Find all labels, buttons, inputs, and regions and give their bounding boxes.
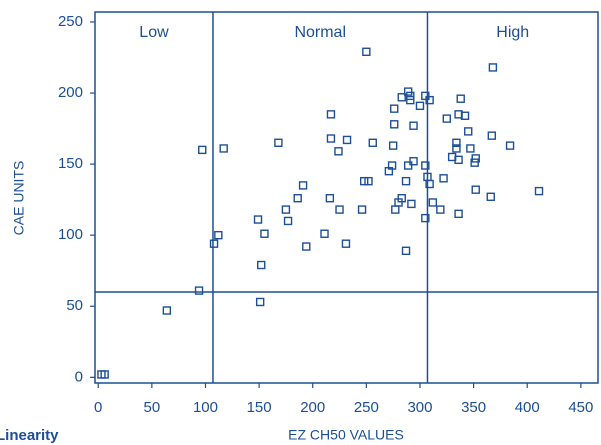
point (470, 158, 479, 167)
point (421, 91, 430, 101)
x-tick-label: 200 (300, 399, 325, 416)
x-tick-label: 150 (247, 399, 272, 416)
point (298, 181, 308, 190)
point (219, 144, 228, 153)
y-tick-label: 50 (66, 297, 83, 314)
point (415, 101, 425, 111)
point (390, 120, 399, 129)
region-label: Normal (294, 24, 346, 41)
point (488, 63, 498, 72)
x-tick-label: 0 (94, 399, 102, 416)
point (466, 144, 475, 153)
point (401, 176, 411, 186)
x-tick-label: 100 (193, 399, 218, 416)
point (320, 229, 329, 238)
point (439, 174, 448, 183)
region-label: Low (139, 24, 169, 41)
point (387, 161, 397, 170)
point (214, 230, 223, 240)
point (397, 93, 406, 102)
point (452, 144, 461, 153)
y-tick-label: 150 (58, 155, 83, 172)
point (534, 186, 544, 196)
point (425, 179, 434, 189)
point (194, 286, 204, 295)
point (293, 194, 302, 203)
point (425, 95, 434, 105)
point (325, 194, 335, 203)
point (421, 213, 430, 223)
point (302, 242, 311, 251)
x-tick-label: 350 (461, 399, 486, 416)
point (326, 134, 336, 143)
point (407, 199, 416, 209)
point (409, 121, 418, 130)
point (335, 205, 344, 214)
point (341, 239, 351, 248)
point (487, 131, 497, 140)
point (505, 141, 515, 150)
point (486, 192, 495, 201)
x-tick-label: 50 (143, 399, 160, 416)
point (454, 155, 463, 165)
point (406, 91, 415, 101)
point (357, 205, 367, 214)
point (253, 215, 263, 224)
plot-frame (94, 11, 599, 384)
point (364, 176, 373, 186)
x-tick-label: 400 (515, 399, 540, 416)
point (274, 138, 283, 147)
point (209, 239, 219, 248)
point (198, 145, 207, 155)
point (406, 95, 415, 105)
point (260, 229, 269, 238)
y-tick-label: 0 (75, 368, 83, 385)
point (281, 205, 291, 214)
point (442, 114, 451, 123)
point (456, 94, 465, 103)
point (471, 154, 480, 163)
y-tick-label: 100 (58, 226, 83, 243)
point (255, 297, 265, 307)
point (403, 161, 413, 170)
point (452, 138, 461, 147)
chart-title: Linearity (0, 427, 59, 444)
point (397, 194, 406, 203)
point (401, 246, 411, 256)
x-tick-label: 300 (407, 399, 432, 416)
y-axis-label: CAE UNITS (11, 161, 27, 236)
point (162, 306, 172, 315)
y-tick-label: 250 (58, 13, 83, 30)
point (454, 209, 463, 219)
point (436, 205, 445, 214)
point (342, 135, 352, 145)
point (403, 87, 413, 96)
point (359, 176, 369, 186)
point (421, 161, 430, 170)
point (388, 141, 398, 150)
point (326, 110, 336, 119)
point (390, 104, 399, 113)
point (391, 205, 400, 214)
region-label: High (496, 24, 529, 41)
point (362, 47, 371, 57)
x-tick-label: 250 (354, 399, 379, 416)
x-tick-label: 450 (568, 399, 593, 416)
point (334, 147, 343, 156)
point (409, 157, 418, 166)
point (464, 127, 473, 136)
point (257, 260, 266, 270)
point (428, 198, 438, 207)
point (100, 370, 109, 379)
y-tick-label: 200 (58, 84, 83, 101)
point (283, 216, 293, 226)
x-axis-label: EZ CH50 VALUES (288, 427, 404, 443)
point (460, 111, 470, 120)
point (471, 185, 480, 194)
point (368, 138, 377, 147)
